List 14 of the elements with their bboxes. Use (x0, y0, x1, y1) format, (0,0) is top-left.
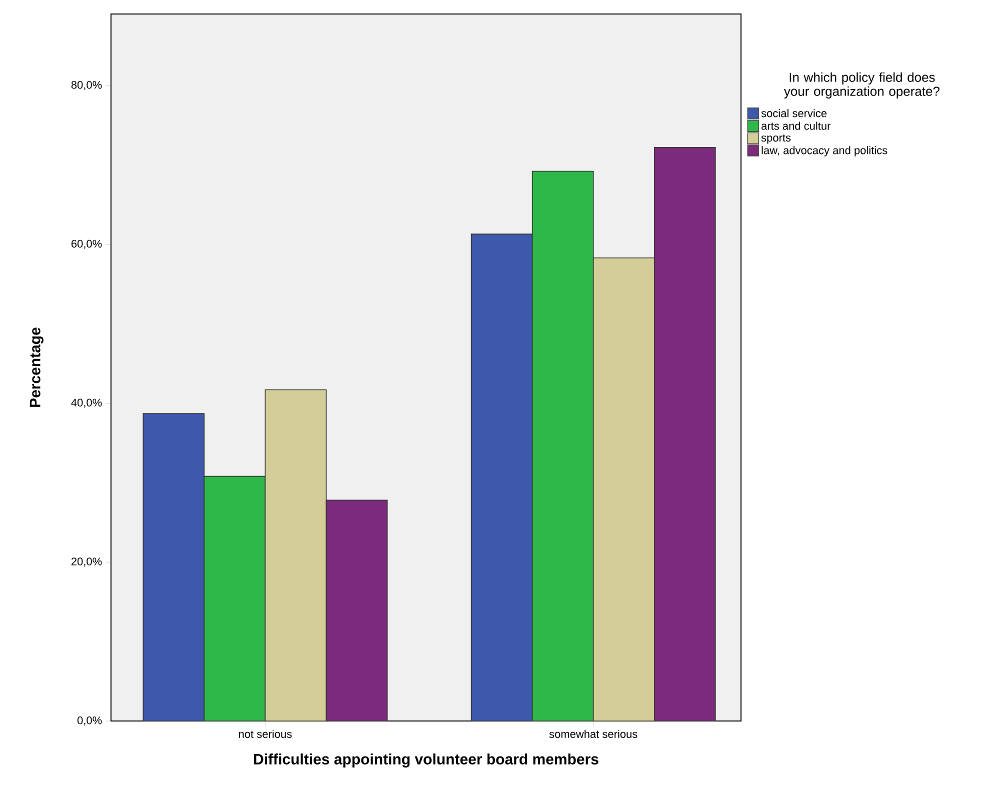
legend-label: sports (761, 134, 791, 144)
legend-label: arts and cultur (762, 122, 831, 130)
y-axis-title: Percentage (30, 328, 44, 407)
y-tick-label: 0,0% (77, 716, 102, 726)
x-tick-label: somewhat serious (549, 730, 638, 738)
y-tick-label: 80,0% (71, 80, 102, 90)
y-tick-label: 20,0% (71, 558, 102, 567)
legend-label: law, advocacy and politics (762, 146, 888, 156)
y-tick-label: 60,0% (72, 240, 102, 249)
x-tick-label: not serious (239, 730, 292, 738)
y-tick-label: 40,0% (71, 398, 102, 408)
legend-label: social service (761, 109, 827, 118)
legend-title: In which policy field does your organization operate? (784, 72, 940, 99)
x-axis-title: Difficulties appointing volunteer board members (254, 753, 598, 768)
